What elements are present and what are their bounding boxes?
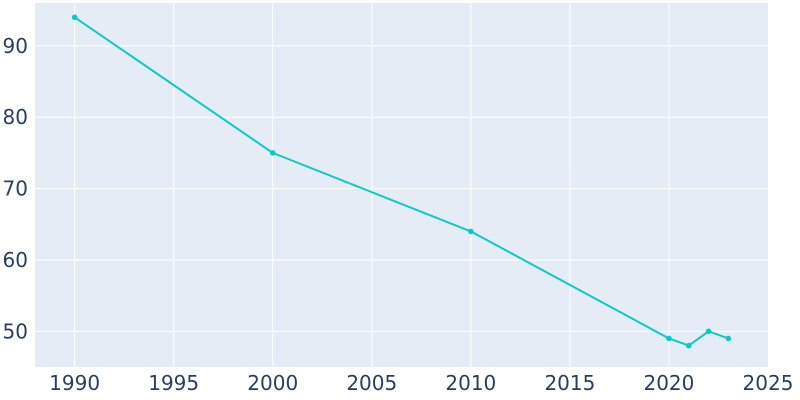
x-tick-label-2010: 2010 [445, 371, 496, 395]
x-tick-label-2015: 2015 [544, 371, 595, 395]
series-points [71, 14, 732, 349]
data-point-2000 [269, 150, 276, 156]
x-tick-label-1995: 1995 [148, 371, 199, 395]
x-tick-label-2025: 2025 [743, 371, 794, 395]
data-point-2023 [725, 335, 732, 342]
y-tick-label-90: 90 [3, 34, 28, 58]
x-gridlines [74, 3, 670, 367]
y-gridlines [35, 45, 768, 332]
plot-background [35, 3, 768, 367]
data-point-2020 [666, 335, 672, 342]
data-point-2022 [705, 328, 712, 335]
y-tick-label-70: 70 [3, 177, 28, 201]
data-point-2021 [685, 342, 692, 349]
data-point-2010 [468, 228, 474, 235]
x-axis-tick-labels: 1990 1995 2000 2005 2010 2015 2020 2025 [49, 371, 793, 395]
data-point-1990 [71, 14, 78, 21]
x-tick-label-2020: 2020 [643, 371, 694, 395]
x-tick-label-2005: 2005 [346, 371, 397, 395]
y-tick-label-60: 60 [3, 248, 28, 272]
y-tick-label-50: 50 [3, 319, 28, 343]
y-axis-tick-labels: 50 60 70 80 90 [3, 34, 28, 343]
y-tick-label-80: 80 [3, 105, 28, 129]
x-tick-label-1990: 1990 [49, 371, 100, 395]
x-tick-label-2000: 2000 [247, 371, 298, 395]
